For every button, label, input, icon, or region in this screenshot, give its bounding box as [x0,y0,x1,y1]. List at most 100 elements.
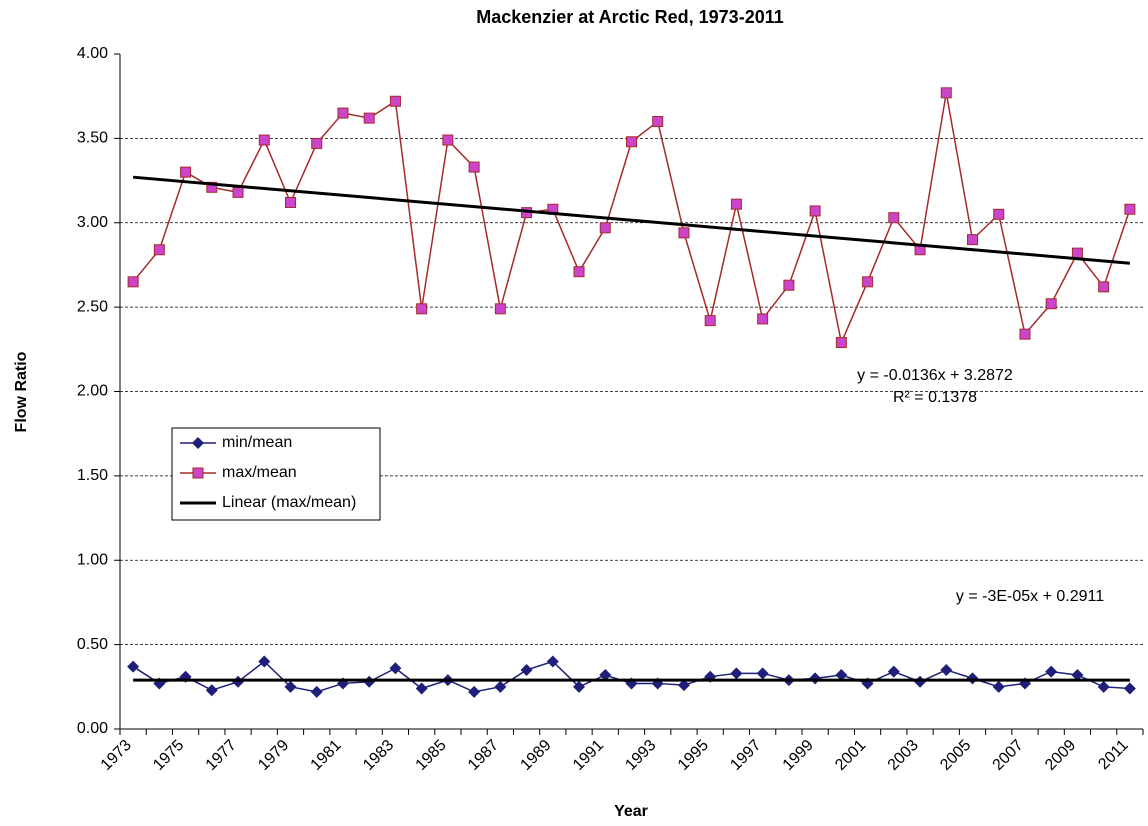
marker [415,682,428,695]
x-tick-label: 2011 [1095,737,1131,773]
x-tick-label: 1993 [622,737,659,774]
x-tick-label: 1975 [150,737,187,774]
x-tick-label: 1989 [517,737,554,774]
marker [206,181,218,193]
marker [232,675,245,688]
x-tick-label: 1997 [727,737,764,774]
marker [468,161,480,173]
marker [757,313,769,325]
marker [914,675,927,688]
x-tick-label: 1987 [465,737,502,774]
legend-marker [192,437,204,449]
marker [1045,298,1057,310]
marker [153,244,165,256]
x-tick-label: 1991 [570,737,607,774]
y-tick-label: 0.50 [77,636,108,653]
marker [940,87,952,99]
marker [888,212,900,224]
marker [127,276,139,288]
marker [127,660,140,673]
marker [258,655,271,668]
series [127,87,1136,349]
marker [285,197,296,208]
legend-marker [192,467,204,479]
marker [626,136,637,148]
marker [835,337,847,349]
trendline [132,175,1131,265]
marker [887,665,900,678]
marker [862,276,874,288]
marker [389,95,401,107]
x-axis-label: Year [614,803,648,820]
marker [809,672,822,685]
marker [1123,682,1136,695]
x-tick-label: 1981 [308,737,345,774]
marker [1071,247,1083,259]
marker [389,662,402,675]
marker [1019,328,1031,340]
legend: min/mean max/mean Linear (max/mean) [171,427,381,521]
x-tick-label: 2003 [885,737,922,774]
marker [677,679,690,692]
marker [783,279,795,291]
marker [363,112,375,124]
marker [756,667,769,680]
x-tick-label: 1973 [98,737,135,774]
x-tick-label: 1979 [255,737,292,774]
x-tick-label: 2001 [832,737,869,774]
x-tick-label: 2005 [937,737,974,774]
marker [232,186,244,198]
marker [180,166,192,178]
marker [494,303,506,315]
x-tick-label: 1999 [780,737,817,774]
y-tick-label: 1.50 [77,467,108,484]
marker [337,107,349,119]
y-tick-label: 1.00 [77,551,108,568]
marker [835,669,848,681]
x-tick-label: 1977 [203,737,240,774]
x-tick-label: 2009 [1042,737,1079,774]
series-line [132,92,1131,346]
marker [573,680,586,693]
marker [416,303,428,315]
marker [1124,203,1136,215]
marker [310,685,323,698]
marker [809,205,821,217]
trend-equation: y = -0.0136x + 3.2872 [857,367,1013,384]
y-tick-label: 3.50 [77,130,108,147]
marker [494,680,507,693]
marker [730,667,743,680]
marker [940,663,953,676]
marker [652,116,664,127]
series [127,655,1136,698]
y-tick-label: 4.00 [77,45,108,62]
marker [1071,669,1084,681]
marker [258,134,270,146]
legend-label: Linear (max/mean) [222,494,356,511]
y-tick-label: 2.50 [77,298,108,315]
x-tick-label: 1985 [413,737,450,774]
marker [1098,281,1110,293]
x-tick-label: 1995 [675,737,712,774]
marker [363,675,376,688]
trend-r-squared: R² = 0.1378 [893,389,977,406]
marker [573,266,585,278]
marker [205,684,218,697]
marker [284,680,297,693]
y-tick-label: 0.00 [77,720,108,737]
marker [730,198,742,210]
marker [704,315,716,327]
marker [1097,680,1110,693]
marker [992,680,1005,693]
marker [546,655,559,668]
legend-label: min/mean [222,434,292,451]
marker [599,669,612,681]
marker [993,208,1005,220]
y-axis-label: Flow Ratio [13,351,30,432]
y-tick-label: 3.00 [77,214,108,231]
trend-equation: y = -3E-05x + 0.2911 [956,588,1104,605]
legend-label: max/mean [222,464,297,481]
marker [966,672,979,685]
marker [1045,665,1058,678]
